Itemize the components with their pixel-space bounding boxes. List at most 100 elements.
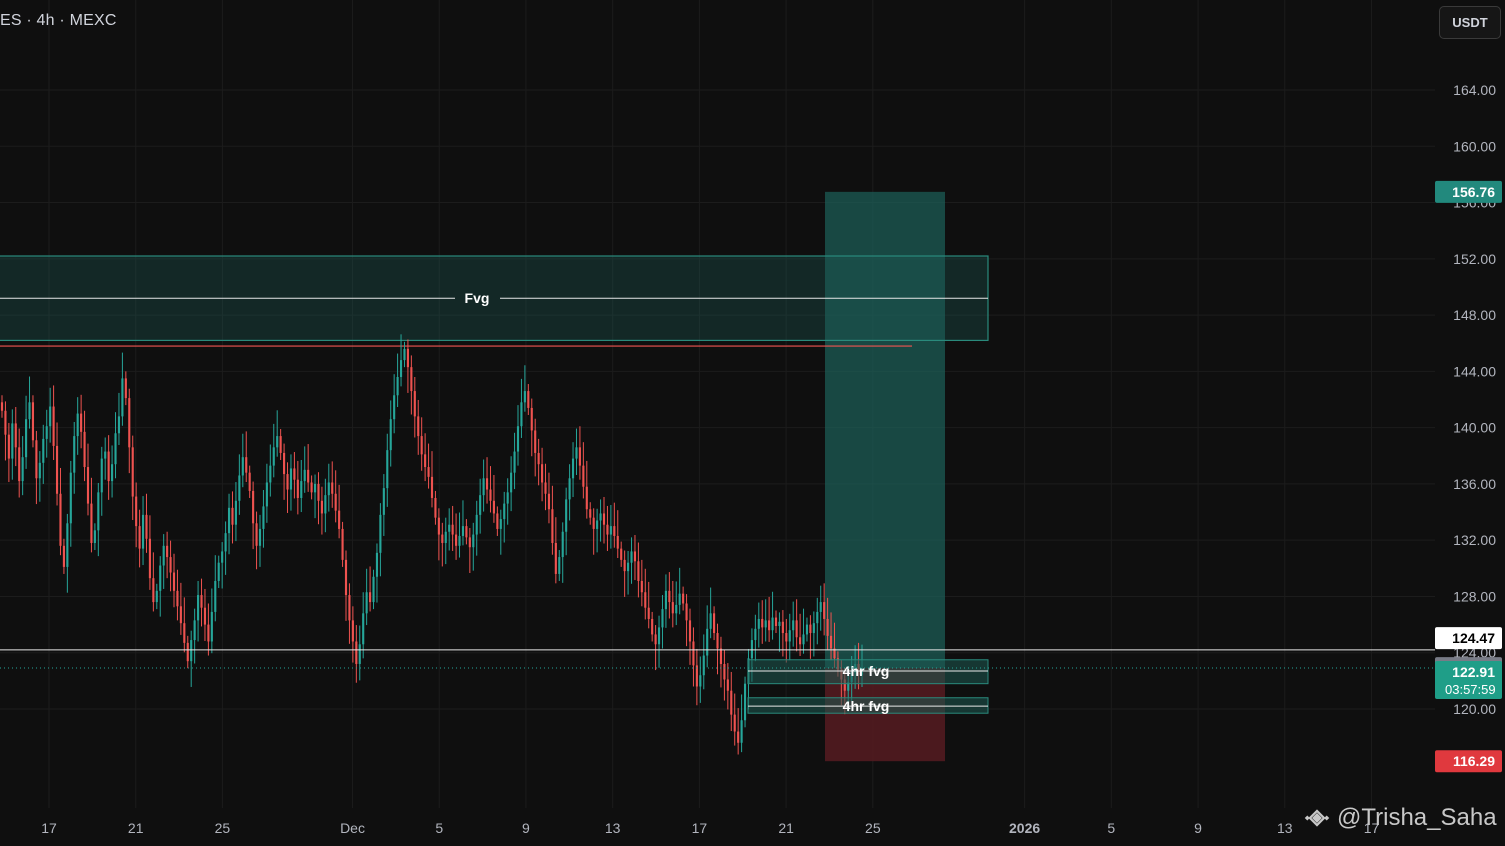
candle-body [768,620,771,631]
candle-body [344,559,348,596]
candle-body [375,552,379,577]
candle-body [774,617,778,626]
candle-body [609,526,612,535]
time-axis-label: 25 [215,820,231,836]
candle-body [730,690,733,715]
price-axis-label: 164.00 [1453,82,1496,98]
candle-body [571,458,575,479]
candle-body [255,523,258,546]
candle-body [602,513,606,525]
candle-body [599,513,602,521]
time-axis-label: 13 [605,820,621,836]
candle-body [764,620,767,628]
candle-body [616,535,619,549]
time-axis-label: 13 [1277,820,1293,836]
candle-body [496,513,499,529]
candle-body [45,426,48,439]
candle-body [688,620,692,642]
candle-body [334,493,337,511]
candle-body [675,604,678,614]
candle-body [805,624,809,635]
candle-body [272,447,275,466]
candle-body [472,534,475,548]
candle-body [238,475,241,501]
price-tag-value: 116.29 [1453,753,1495,769]
price-tag-current[interactable] [1435,661,1502,700]
candle-body [300,481,303,498]
candle-body [706,628,709,656]
candle-body [104,451,107,459]
candle-body [743,683,747,721]
price-axis-label: 128.00 [1453,588,1496,604]
candle-body [510,472,513,493]
candle-body [369,592,372,603]
candle-body [186,642,189,662]
time-axis-label: 5 [435,820,443,836]
candle-body [234,500,237,525]
candle-body [307,469,310,483]
candle-body [582,465,585,487]
candle-body [197,595,200,621]
candle-body [183,623,186,643]
price-tag-value: 124.47 [1452,630,1495,646]
price-axis-label: 160.00 [1453,138,1496,154]
fvg-4h-upper-zone[interactable] [747,659,989,685]
candle-body [654,634,657,645]
candle-body [217,562,220,581]
candle-body [465,526,468,538]
candle-body [541,464,544,483]
candle-body [358,644,361,664]
candle-body [0,402,4,411]
candle-body [799,637,802,645]
candle-body [809,624,812,634]
price-tag-sl[interactable] [1435,750,1502,773]
candle-body [341,528,344,560]
candle-body [802,634,805,645]
price-tag-tp[interactable] [1435,180,1502,203]
candle-body [823,602,826,619]
long-position-profit-zone[interactable] [825,191,945,669]
time-axis-label: 5 [1107,820,1115,836]
candle-body [520,402,523,427]
candle-body [279,436,282,453]
candle-body [69,472,72,524]
candle-body [795,620,798,638]
candle-body [527,391,530,408]
candle-body [42,438,45,463]
candle-body [633,551,637,562]
fvg-4h-upper-label: 4hr fvg [843,663,890,679]
candle-body [499,519,502,529]
currency-button[interactable]: USDT [1439,6,1501,39]
candle-body [138,526,141,549]
candle-body [596,520,599,529]
price-axis-label: 140.00 [1453,420,1496,436]
candle-body [444,531,447,543]
candle-body [482,478,485,496]
candle-body [737,731,740,743]
candle-body [207,624,210,642]
candle-body [613,526,616,536]
price-tag-white[interactable] [1435,627,1502,650]
candle-body [692,641,695,666]
candle-body [430,476,434,498]
candle-body [331,482,334,494]
candle-body [448,524,451,532]
candle-body [554,542,557,574]
candle-body [455,534,458,546]
candle-body [11,423,14,459]
candle-body [348,595,351,621]
candle-body [152,578,155,603]
candle-body [241,457,244,476]
symbol-label[interactable]: ES · 4h · MEXC [0,12,117,29]
candle-body [21,457,24,482]
candle-body [716,633,719,649]
candle-body [252,490,255,524]
candle-body [506,492,509,504]
candle-body [788,630,791,642]
candle-body [637,561,640,581]
price-tag-value: 122.91 [1452,664,1495,680]
candle-body [393,395,396,420]
price-axis-label: 136.00 [1453,476,1496,492]
fvg-4h-lower-zone[interactable] [747,697,989,714]
